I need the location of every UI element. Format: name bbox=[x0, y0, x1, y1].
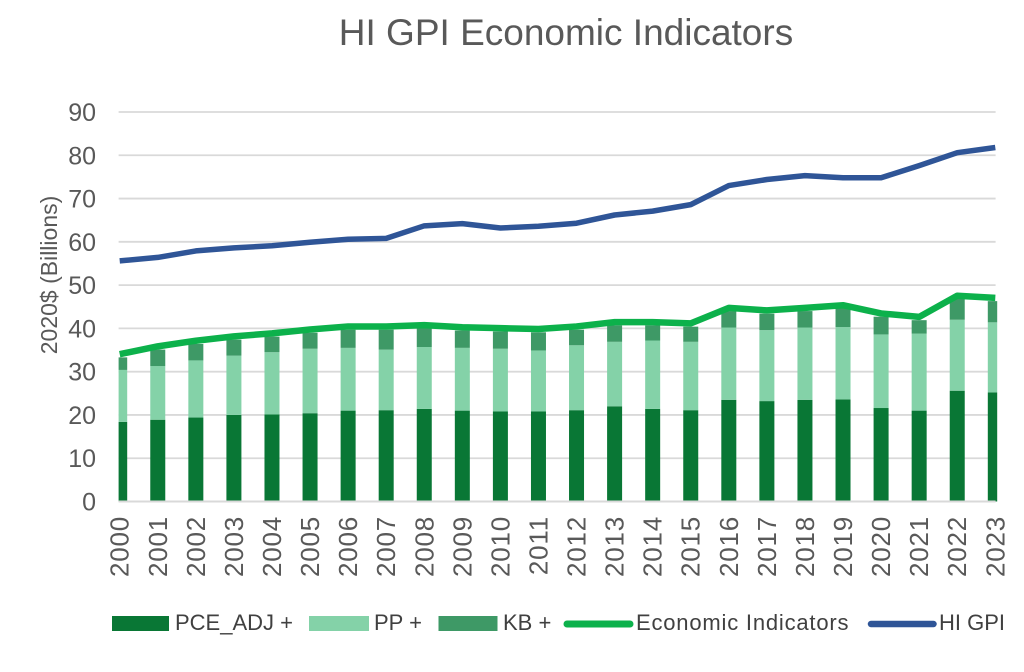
svg-text:2001: 2001 bbox=[143, 516, 173, 577]
svg-text:KB +: KB + bbox=[503, 610, 551, 635]
svg-text:2020$ (Billions): 2020$ (Billions) bbox=[36, 196, 62, 355]
svg-text:2004: 2004 bbox=[257, 516, 287, 577]
svg-text:2010: 2010 bbox=[485, 516, 515, 577]
svg-text:2007: 2007 bbox=[371, 516, 401, 577]
svg-text:0: 0 bbox=[82, 489, 96, 517]
svg-text:2015: 2015 bbox=[676, 516, 706, 577]
svg-text:70: 70 bbox=[68, 186, 96, 214]
svg-text:2013: 2013 bbox=[600, 516, 630, 577]
svg-text:2016: 2016 bbox=[714, 516, 744, 577]
svg-text:30: 30 bbox=[68, 359, 96, 387]
svg-text:2012: 2012 bbox=[562, 516, 592, 577]
svg-text:40: 40 bbox=[68, 315, 96, 343]
svg-text:2018: 2018 bbox=[790, 516, 820, 577]
svg-text:2011: 2011 bbox=[524, 516, 554, 575]
svg-text:80: 80 bbox=[68, 142, 96, 170]
svg-text:2008: 2008 bbox=[409, 516, 439, 577]
svg-text:PCE_ADJ +: PCE_ADJ + bbox=[175, 610, 293, 635]
svg-text:2017: 2017 bbox=[752, 516, 782, 577]
svg-text:20: 20 bbox=[68, 402, 96, 430]
svg-text:2002: 2002 bbox=[181, 516, 211, 577]
svg-text:10: 10 bbox=[68, 445, 96, 473]
svg-text:HI GPI: HI GPI bbox=[939, 610, 1005, 635]
svg-text:2003: 2003 bbox=[219, 516, 249, 577]
svg-text:PP +: PP + bbox=[374, 610, 422, 635]
svg-text:HI GPI Economic Indicators: HI GPI Economic Indicators bbox=[339, 12, 793, 53]
svg-text:2020: 2020 bbox=[866, 516, 896, 577]
svg-text:2021: 2021 bbox=[904, 516, 934, 577]
svg-text:2022: 2022 bbox=[942, 516, 972, 577]
svg-text:90: 90 bbox=[68, 99, 96, 127]
svg-text:2019: 2019 bbox=[828, 516, 858, 577]
svg-text:2023: 2023 bbox=[980, 516, 1010, 577]
svg-text:2009: 2009 bbox=[447, 516, 477, 577]
svg-text:Economic Indicators: Economic Indicators bbox=[636, 610, 849, 635]
svg-text:2000: 2000 bbox=[105, 516, 135, 577]
svg-text:2005: 2005 bbox=[295, 516, 325, 577]
svg-text:2006: 2006 bbox=[333, 516, 363, 577]
svg-text:2014: 2014 bbox=[638, 516, 668, 577]
svg-text:50: 50 bbox=[68, 272, 96, 300]
svg-text:60: 60 bbox=[68, 229, 96, 257]
